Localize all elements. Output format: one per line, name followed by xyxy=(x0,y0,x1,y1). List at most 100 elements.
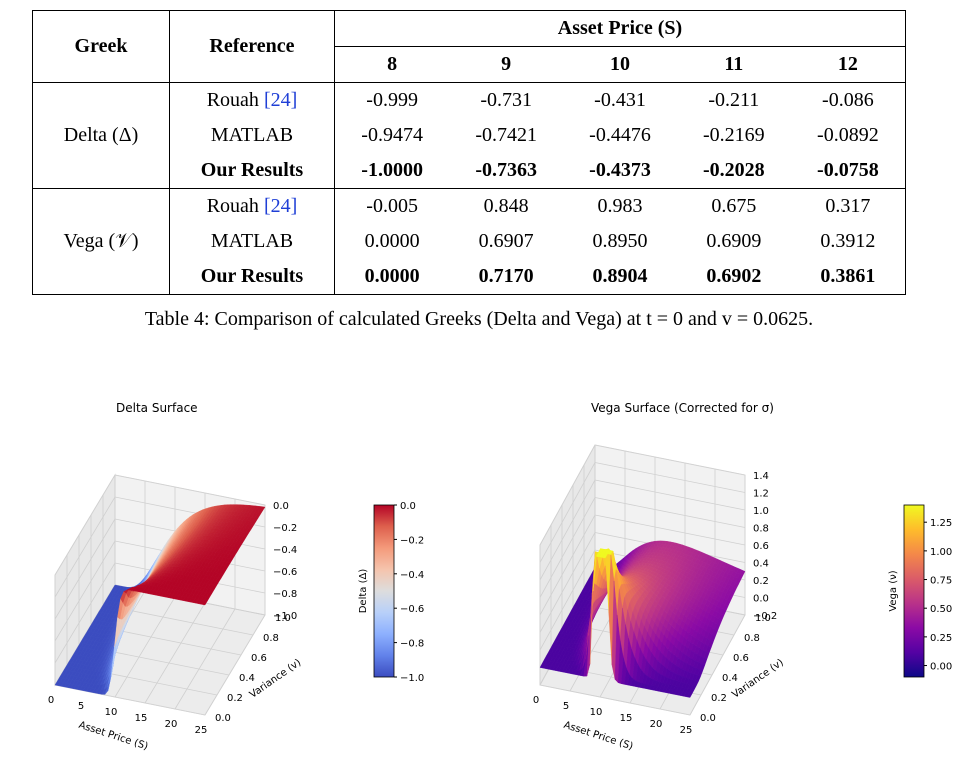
z-tick-label: 0.6 xyxy=(753,541,769,552)
value-cell: -0.999 xyxy=(335,83,450,119)
reference-cell: Our Results xyxy=(170,153,335,189)
greek-name-cell: Vega (𝒱) xyxy=(33,189,170,295)
z-tick-label: −0.2 xyxy=(273,523,297,534)
colorbar-tick-label: −0.4 xyxy=(400,570,424,581)
z-tick-label: −1.0 xyxy=(273,611,297,622)
value-cell: 0.0000 xyxy=(335,259,450,295)
citation-link[interactable]: [24] xyxy=(264,89,297,111)
colorbar-label: Delta (Δ) xyxy=(358,569,369,614)
header-reference: Reference xyxy=(170,11,335,83)
value-cell: -0.9474 xyxy=(335,118,450,153)
x-tick-label: 20 xyxy=(165,719,178,730)
asset-price-label: Asset Price (S) xyxy=(558,17,682,39)
y-tick-label: 0.6 xyxy=(251,653,267,664)
colorbar-tick-label: 0.50 xyxy=(930,604,952,615)
value-cell: 0.3861 xyxy=(791,259,906,295)
citation-link[interactable]: [24] xyxy=(264,195,297,217)
colorbar-tick-label: 1.00 xyxy=(930,547,952,558)
colorbar-tick-label: −0.2 xyxy=(400,535,424,546)
value-cell: -0.4373 xyxy=(563,153,677,189)
x-tick-label: 10 xyxy=(590,707,603,718)
value-cell: 0.8950 xyxy=(563,224,677,259)
table-body: Delta (Δ)Rouah [24]-0.999-0.731-0.431-0.… xyxy=(33,83,906,295)
value-cell: 0.0000 xyxy=(335,224,450,259)
colorbar-gradient xyxy=(904,505,924,677)
y-tick-label: 0.0 xyxy=(700,713,716,724)
price-col-header: 12 xyxy=(791,47,906,83)
value-cell: -1.0000 xyxy=(335,153,450,189)
value-cell: -0.731 xyxy=(449,83,563,119)
z-tick-label: −0.2 xyxy=(753,611,777,622)
colorbar-tick-label: 0.0 xyxy=(400,501,416,512)
x-axis-label: Asset Price (S) xyxy=(562,720,634,753)
y-tick-label: 0.2 xyxy=(711,693,727,704)
y-tick-label: 0.2 xyxy=(227,693,243,704)
delta-chart-title: Delta Surface xyxy=(116,401,198,415)
x-tick-label: 5 xyxy=(563,701,569,712)
y-tick-label: 0.8 xyxy=(744,633,760,644)
price-col-header: 11 xyxy=(677,47,791,83)
colorbar-tick-label: −0.8 xyxy=(400,639,424,650)
reference-cell: Rouah [24] xyxy=(170,189,335,225)
x-tick-label: 15 xyxy=(620,713,633,724)
z-tick-label: 0.4 xyxy=(753,559,769,570)
z-tick-label: 1.0 xyxy=(753,506,769,517)
reference-name: Rouah xyxy=(207,195,259,217)
value-cell: 0.983 xyxy=(563,189,677,225)
colorbar-tick-label: 0.25 xyxy=(930,633,952,644)
colorbar-tick-label: −1.0 xyxy=(400,673,424,684)
value-cell: 0.317 xyxy=(791,189,906,225)
x-tick-label: 25 xyxy=(195,725,208,736)
greeks-table-container: Greek Reference Asset Price (S) 8 9 10 1… xyxy=(32,10,906,295)
price-col-header: 9 xyxy=(449,47,563,83)
x-tick-label: 20 xyxy=(650,719,663,730)
value-cell: 0.6909 xyxy=(677,224,791,259)
value-cell: -0.2169 xyxy=(677,118,791,153)
colorbar-tick-label: 1.25 xyxy=(930,518,952,529)
reference-cell: Our Results xyxy=(170,259,335,295)
header-asset-price: Asset Price (S) xyxy=(335,11,906,47)
price-col-header: 8 xyxy=(335,47,450,83)
vega-surface-plot: 05101520250.00.20.40.60.81.01.41.21.00.8… xyxy=(480,385,958,771)
value-cell: -0.086 xyxy=(791,83,906,119)
vega-chart-title: Vega Surface (Corrected for σ) xyxy=(591,401,774,415)
delta-surface-plot: 05101520250.00.20.40.60.81.00.0−0.2−0.4−… xyxy=(0,385,480,771)
value-cell: -0.431 xyxy=(563,83,677,119)
value-cell: -0.0892 xyxy=(791,118,906,153)
greek-name-cell: Delta (Δ) xyxy=(33,83,170,189)
y-tick-label: 0.4 xyxy=(239,673,255,684)
value-cell: -0.0758 xyxy=(791,153,906,189)
value-cell: 0.8904 xyxy=(563,259,677,295)
z-tick-label: 0.8 xyxy=(753,524,769,535)
z-tick-label: −0.6 xyxy=(273,567,297,578)
y-tick-label: 0.0 xyxy=(215,713,231,724)
value-cell: -0.4476 xyxy=(563,118,677,153)
value-cell: -0.7421 xyxy=(449,118,563,153)
reference-cell: Rouah [24] xyxy=(170,83,335,119)
z-tick-label: 1.2 xyxy=(753,489,769,500)
table-caption: Table 4: Comparison of calculated Greeks… xyxy=(0,308,958,331)
x-tick-label: 5 xyxy=(78,701,84,712)
reference-cell: MATLAB xyxy=(170,118,335,153)
y-tick-label: 0.8 xyxy=(263,633,279,644)
value-cell: 0.848 xyxy=(449,189,563,225)
reference-name: MATLAB xyxy=(211,124,293,146)
colorbar-label: Vega (ν) xyxy=(888,570,899,611)
x-tick-label: 0 xyxy=(48,695,54,706)
colorbar-tick-label: 0.00 xyxy=(930,662,952,673)
reference-cell: MATLAB xyxy=(170,224,335,259)
value-cell: 0.3912 xyxy=(791,224,906,259)
value-cell: 0.7170 xyxy=(449,259,563,295)
x-tick-label: 0 xyxy=(533,695,539,706)
y-tick-label: 0.4 xyxy=(722,673,738,684)
value-cell: 0.6907 xyxy=(449,224,563,259)
vega-surface-figure: Vega Surface (Corrected for σ) 0 5 10 15 20 2… xyxy=(480,385,958,771)
reference-name: Our Results xyxy=(201,159,303,181)
x-tick-label: 25 xyxy=(680,725,693,736)
z-tick-label: −0.8 xyxy=(273,589,297,600)
z-tick-label: 0.0 xyxy=(753,594,769,605)
z-tick-label: 1.4 xyxy=(753,471,769,482)
